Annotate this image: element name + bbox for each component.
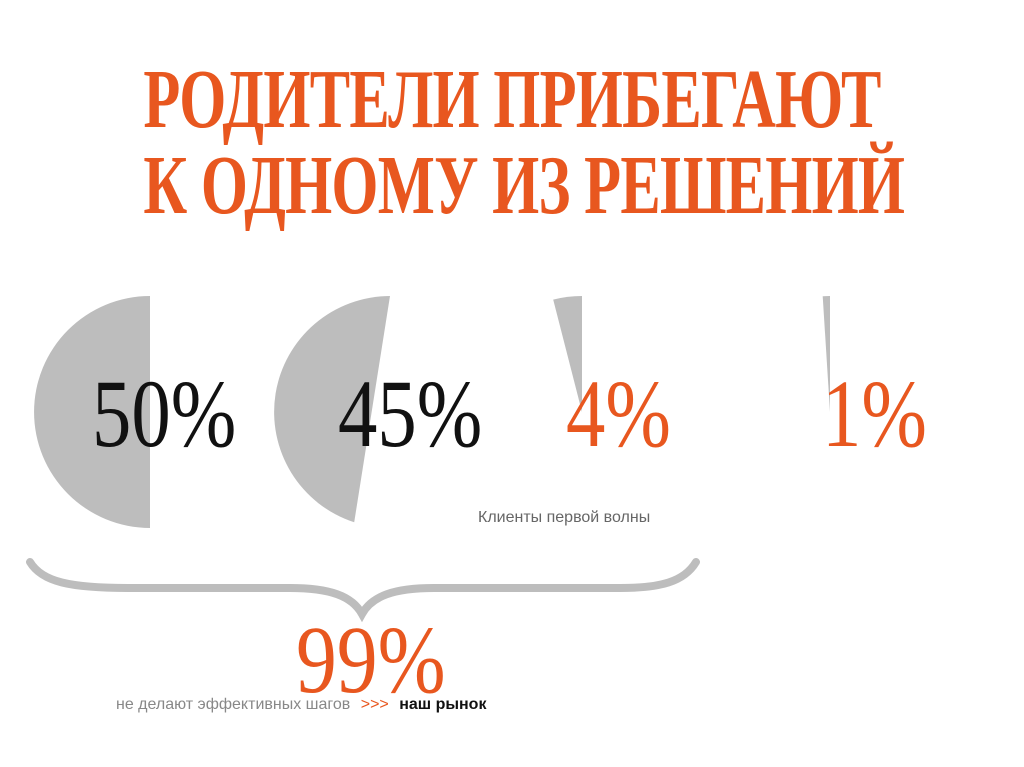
slide-title-line-2: К ОДНОМУ ИЗ РЕШЕНИЙ: [143, 139, 905, 232]
segment-label-1: 1%: [822, 360, 927, 467]
slide-title-line-1: РОДИТЕЛИ ПРИБЕГАЮТ: [143, 53, 881, 146]
segment-label-45: 45%: [338, 360, 483, 467]
segment-1-shape: [822, 295, 830, 412]
first-wave-caption: Клиенты первой волны: [478, 509, 651, 526]
total-percentage: 99%: [296, 606, 446, 713]
segment-label-50: 50%: [92, 360, 237, 467]
footnote-arrows: >>>: [360, 696, 389, 713]
footnote: не делают эффективных шагов >>> наш рыно…: [116, 696, 486, 714]
segment-50-shape: [34, 296, 150, 528]
curly-brace: [26, 558, 700, 623]
segment-4-shape: [553, 295, 582, 412]
footnote-market: наш рынок: [399, 696, 487, 713]
segment-label-4: 4%: [566, 360, 671, 467]
footnote-text: не делают эффективных шагов: [116, 696, 351, 713]
segment-45-shape: [274, 296, 390, 523]
